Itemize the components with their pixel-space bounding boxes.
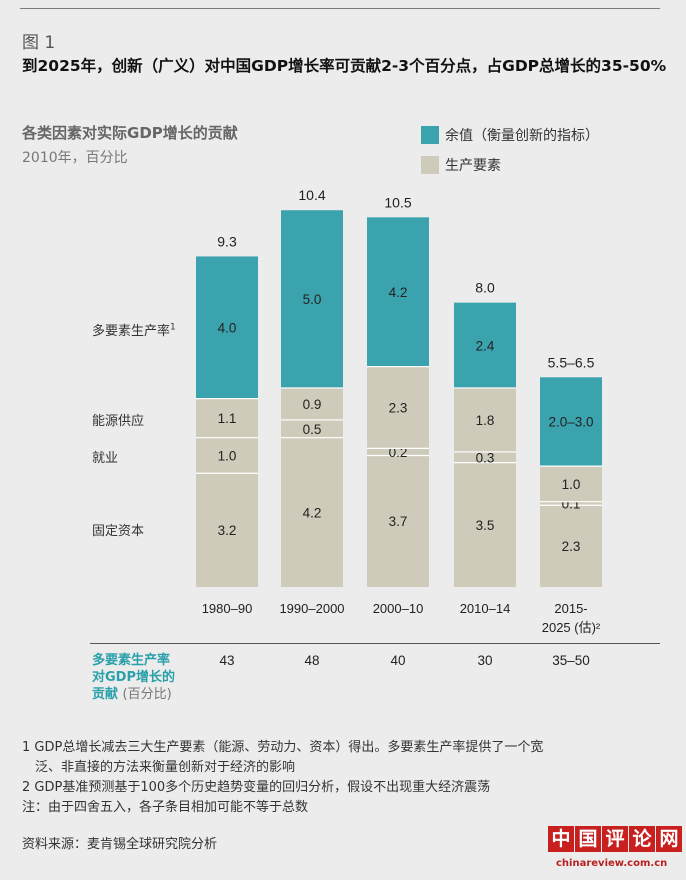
footnote-1-cont: 泛、非直接的方法来衡量创新对于经济的影响	[35, 760, 296, 775]
contribution-separator	[90, 643, 660, 644]
contribution-value: 40	[390, 653, 405, 668]
figure-label: 图 1	[22, 33, 56, 53]
watermark-logo: 中 国 评 论 网 chinareview.com.cn	[548, 826, 682, 876]
contribution-value: 43	[219, 653, 234, 668]
data-label: 1.0	[218, 448, 237, 463]
bar-segment	[454, 462, 516, 587]
chart-headline: 到2025年，创新（广义）对中国GDP增长率可贡献2-3个百分点，占GDP总增长…	[22, 57, 667, 75]
bar-segment	[281, 437, 343, 587]
row-label-mfp-text: 多要素生产率	[92, 324, 171, 339]
bar-segment	[367, 217, 429, 367]
legend-label-residual: 余值（衡量创新的指标）	[445, 128, 599, 144]
contribution-label-line3-text: 贡献	[92, 687, 119, 702]
contribution-label-unit: (百分比)	[122, 687, 172, 702]
row-label-employment: 就业	[92, 451, 119, 466]
legend-item-residual: 余值（衡量创新的指标）	[421, 125, 599, 145]
total-label: 8.0	[475, 280, 495, 296]
data-label: 5.0	[303, 292, 322, 307]
bar-segment	[540, 501, 602, 506]
bar-segment	[367, 448, 429, 456]
watermark-char-4: 论	[629, 826, 655, 852]
total-label: 9.3	[217, 233, 237, 249]
x-tick-label: 2015-	[554, 601, 587, 616]
footnote-1: 1 GDP总增长减去三大生产要素（能源、劳动力、资本）得出。多要素生产率提供了一…	[22, 740, 544, 755]
data-label: 1.1	[218, 411, 237, 426]
row-label-mfp: 多要素生产率1	[92, 320, 176, 339]
data-label: 2.3	[562, 539, 581, 554]
bar-segment	[540, 466, 602, 502]
contribution-value: 48	[304, 653, 319, 668]
watermark-char-5: 网	[656, 826, 682, 852]
x-tick-label: 1990–2000	[279, 601, 344, 616]
bar-segment	[196, 473, 258, 587]
bar-segment	[540, 505, 602, 587]
bar-segment	[454, 451, 516, 463]
watermark-char-3: 评	[602, 826, 628, 852]
data-label: 2.0–3.0	[548, 415, 593, 430]
x-tick-label: 2000–10	[373, 601, 424, 616]
contribution-label-line2: 对GDP增长的	[92, 670, 175, 685]
chart-unit: 2010年，百分比	[22, 150, 128, 166]
data-label: 0.5	[303, 422, 322, 437]
legend-label-factors: 生产要素	[445, 158, 501, 174]
data-label: 0.9	[303, 397, 322, 412]
x-tick-label: 1980–90	[202, 601, 253, 616]
contribution-label-line3: 贡献 (百分比)	[92, 686, 175, 703]
data-label: 1.0	[562, 477, 581, 492]
total-label: 10.5	[384, 194, 411, 210]
bar-segment	[196, 256, 258, 399]
total-label: 5.5–6.5	[548, 354, 595, 370]
contribution-value: 35–50	[552, 653, 590, 668]
watermark-char-1: 中	[548, 826, 574, 852]
watermark-char-2: 国	[575, 826, 601, 852]
bar-segment	[454, 387, 516, 452]
bar-segment	[281, 210, 343, 388]
bar-segment	[281, 419, 343, 438]
total-label: 10.4	[298, 187, 325, 203]
top-rule	[20, 8, 660, 9]
bar-segment	[367, 366, 429, 449]
x-tick-label: 2025 (估)²	[542, 620, 601, 635]
data-label: 2.3	[389, 400, 408, 415]
bar-segment	[281, 387, 343, 420]
data-label: 2.4	[476, 338, 495, 353]
footnotes: 1 GDP总增长减去三大生产要素（能源、劳动力、资本）得出。多要素生产率提供了一…	[22, 738, 672, 818]
data-label: 3.7	[389, 514, 408, 529]
data-label: 3.5	[476, 518, 495, 533]
bar-segment	[540, 377, 602, 467]
contribution-label-line1: 多要素生产率	[92, 653, 171, 668]
data-label: 4.2	[389, 285, 408, 300]
watermark-url: chinareview.com.cn	[556, 858, 668, 869]
chart-subtitle: 各类因素对实际GDP增长的贡献	[22, 124, 238, 142]
data-label: 1.8	[476, 413, 495, 428]
row-label-mfp-sup: 1	[170, 322, 176, 333]
bar-segment	[367, 455, 429, 587]
data-label: 4.2	[303, 505, 322, 520]
legend-swatch-residual	[421, 126, 439, 144]
data-label: 3.2	[218, 523, 237, 538]
row-label-capital: 固定资本	[92, 524, 145, 539]
source-note: 资料来源：麦肯锡全球研究院分析	[22, 837, 218, 852]
data-label: 4.0	[218, 321, 237, 336]
footnote-2: 2 GDP基准预测基于100多个历史趋势变量的回归分析，假设不出现重大经济震荡	[22, 780, 491, 795]
bar-segment	[454, 302, 516, 388]
legend-swatch-factors	[421, 156, 439, 174]
row-label-energy: 能源供应	[92, 414, 145, 429]
contribution-value: 30	[477, 653, 492, 668]
contribution-label: 多要素生产率 对GDP增长的 贡献 (百分比)	[92, 652, 175, 703]
x-tick-label: 2010–14	[460, 601, 511, 616]
footnote-note: 注：由于四舍五入，各子条目相加可能不等于总数	[22, 800, 309, 815]
legend-item-factors: 生产要素	[421, 155, 501, 175]
bar-segment	[196, 398, 258, 438]
bar-segment	[196, 437, 258, 474]
data-label: 0.3	[476, 450, 495, 465]
